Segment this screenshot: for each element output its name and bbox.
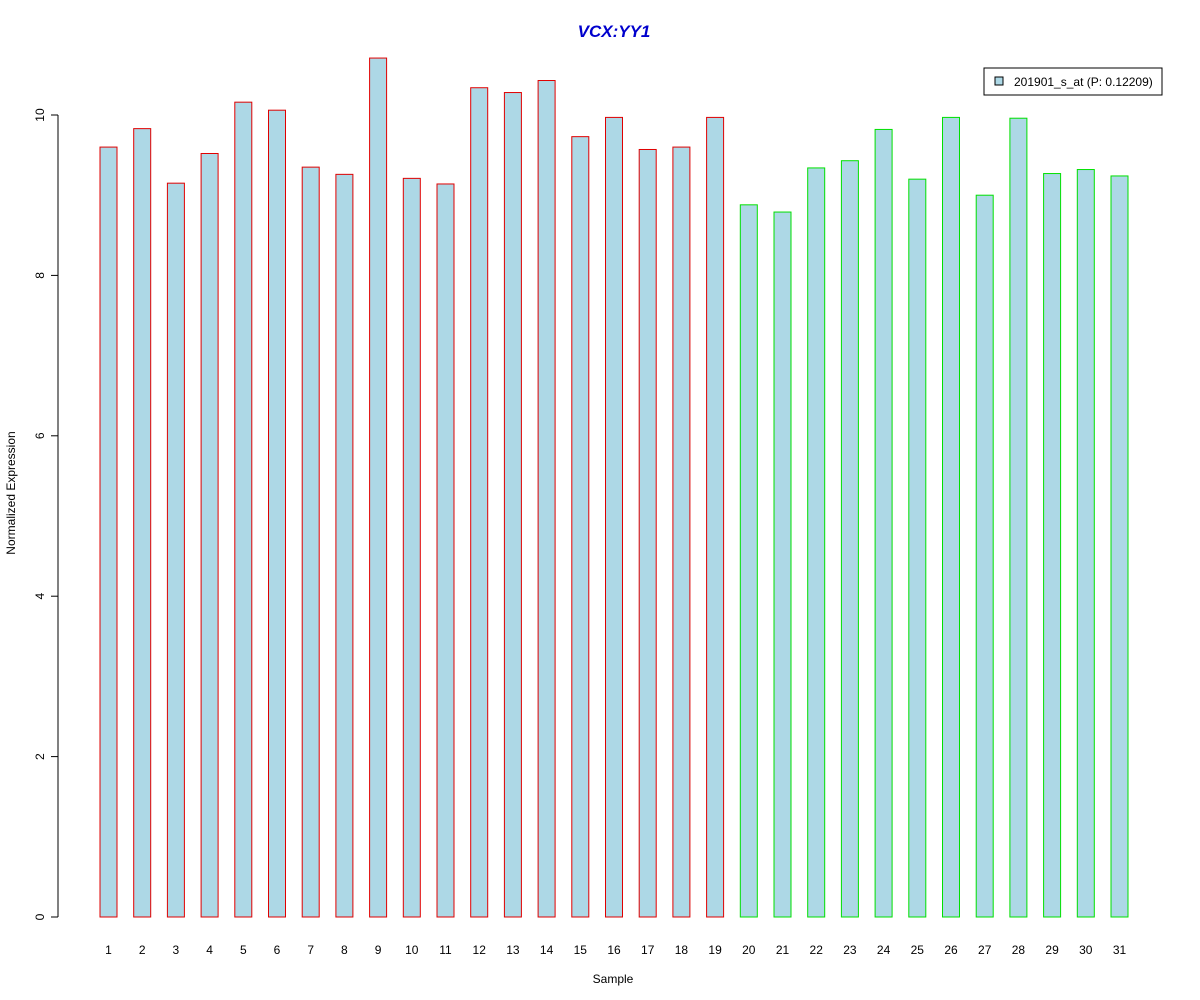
bar-sample-30 [1076, 169, 1095, 918]
x-tick-label: 12 [473, 943, 487, 957]
bar-sample-8 [335, 173, 354, 918]
bar-sample-2 [133, 128, 152, 918]
x-tick-labels: 1 2 3 4 5 6 7 8 9 10 11 12 13 14 15 16 17 18 19 20 21 22 23 24 2… [105, 943, 1126, 957]
bar-sample-1 [99, 146, 118, 918]
x-tick-label: 23 [843, 943, 857, 957]
bar-sample-3 [166, 182, 185, 918]
y-tick-label: 4 [33, 593, 47, 600]
bar-sample-21 [773, 211, 792, 918]
bar-sample-5 [234, 101, 253, 918]
x-tick-label: 21 [776, 943, 790, 957]
bars-group [99, 57, 1129, 918]
x-tick-label: 4 [206, 943, 213, 957]
bar-sample-13 [503, 92, 522, 918]
x-tick-label: 2 [139, 943, 146, 957]
y-tick-label: 10 [33, 108, 47, 122]
x-axis-label: Sample [593, 972, 634, 986]
chart-title: VCX:YY1 [578, 22, 651, 41]
x-tick-label: 24 [877, 943, 891, 957]
bar-sample-18 [672, 146, 691, 918]
x-tick-label: 20 [742, 943, 756, 957]
bar-sample-20 [739, 204, 758, 918]
bar-sample-9 [369, 57, 388, 918]
x-tick-label: 28 [1012, 943, 1026, 957]
x-tick-label: 25 [911, 943, 925, 957]
bar-sample-19 [706, 116, 725, 918]
bar-sample-11 [436, 183, 455, 918]
x-tick-label: 16 [607, 943, 621, 957]
x-tick-label: 30 [1079, 943, 1093, 957]
x-tick-label: 29 [1045, 943, 1059, 957]
x-tick-label: 26 [944, 943, 958, 957]
bar-sample-31 [1110, 175, 1129, 918]
x-tick-label: 31 [1113, 943, 1127, 957]
legend-label: 201901_s_at (P: 0.12209) [1014, 75, 1153, 89]
x-tick-label: 7 [307, 943, 314, 957]
y-tick-label: 2 [33, 753, 47, 760]
x-tick-label: 9 [375, 943, 382, 957]
bar-sample-29 [1043, 173, 1062, 918]
x-tick-label: 10 [405, 943, 419, 957]
legend: 201901_s_at (P: 0.12209) [983, 67, 1163, 96]
x-tick-label: 13 [506, 943, 520, 957]
bar-sample-7 [301, 166, 320, 918]
x-tick-label: 14 [540, 943, 554, 957]
x-tick-label: 22 [810, 943, 824, 957]
bar-sample-14 [537, 80, 556, 918]
legend-swatch [994, 76, 1004, 86]
x-tick-label: 18 [675, 943, 689, 957]
bar-sample-26 [942, 116, 960, 918]
bar-sample-12 [470, 87, 489, 918]
x-tick-label: 15 [574, 943, 588, 957]
bar-sample-27 [975, 194, 994, 918]
bar-sample-6 [268, 109, 286, 918]
bar-sample-17 [638, 148, 657, 918]
x-tick-label: 5 [240, 943, 247, 957]
bar-sample-24 [874, 128, 893, 918]
bar-sample-28 [1009, 117, 1028, 918]
y-tick-label: 0 [33, 913, 47, 920]
x-tick-label: 8 [341, 943, 348, 957]
bar-sample-16 [605, 116, 623, 918]
x-tick-label: 6 [274, 943, 281, 957]
x-tick-label: 11 [439, 943, 452, 957]
bar-sample-22 [807, 167, 826, 918]
bar-sample-4 [200, 152, 219, 918]
x-tick-label: 27 [978, 943, 992, 957]
bar-sample-10 [402, 177, 421, 918]
y-tick-label: 6 [33, 432, 47, 439]
bar-sample-15 [571, 136, 590, 918]
legend-box [983, 67, 1163, 96]
bar-sample-25 [908, 178, 927, 918]
x-tick-label: 19 [708, 943, 722, 957]
x-tick-label: 1 [105, 943, 112, 957]
y-tick-label: 8 [33, 272, 47, 279]
y-axis-label: Normalized Expression [4, 431, 18, 554]
x-tick-label: 3 [173, 943, 180, 957]
bar-sample-23 [840, 160, 859, 918]
x-tick-label: 17 [641, 943, 655, 957]
y-axis: 0 2 4 6 8 10 [33, 108, 59, 920]
